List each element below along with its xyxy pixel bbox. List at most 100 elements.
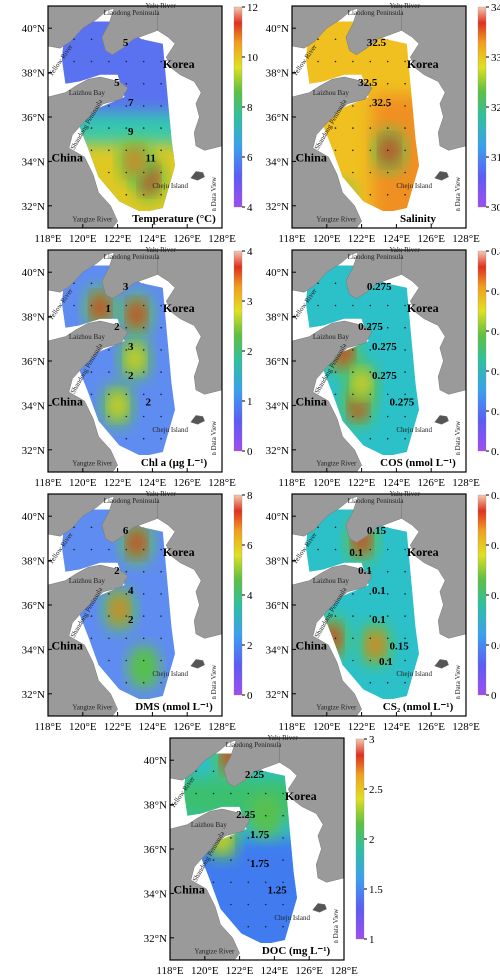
colorbar-tick: 0.25 xyxy=(491,366,500,378)
contour-label: 11 xyxy=(145,152,155,164)
station-dot xyxy=(247,903,250,906)
place-yangtze-river: Yangtze River xyxy=(72,215,113,223)
place-yalu-river: Yalu River xyxy=(145,490,176,498)
place-china: China xyxy=(51,394,82,408)
station-dot xyxy=(334,127,337,129)
station-dot xyxy=(108,304,110,307)
y-tick-label: 40°N xyxy=(266,511,289,523)
station-dot xyxy=(90,127,93,129)
x-tick-label: 124°E xyxy=(139,721,167,733)
contour-label: 0.275 xyxy=(358,321,383,333)
station-dot xyxy=(369,659,372,662)
station-dot xyxy=(264,925,267,928)
station-dot xyxy=(142,171,145,174)
station-dot xyxy=(334,371,337,373)
colorbar-tick: 1 xyxy=(247,396,253,408)
station-dot xyxy=(125,615,128,617)
colorbar-tick: 0 xyxy=(491,690,497,702)
contour-label: 0.275 xyxy=(372,370,397,382)
station-dot xyxy=(160,171,162,174)
station-dot xyxy=(212,792,215,795)
station-dot xyxy=(369,127,372,129)
station-dot xyxy=(386,593,389,595)
x-tick-label: 128°E xyxy=(208,233,236,245)
station-dot xyxy=(108,637,110,640)
station-dot xyxy=(404,415,406,418)
station-dot xyxy=(160,127,162,129)
station-dot xyxy=(404,615,406,617)
place-cheju: Cheju Island xyxy=(396,670,432,678)
station-dot xyxy=(142,304,145,307)
contour-label: 6 xyxy=(123,525,129,537)
y-tick-label: 40°N xyxy=(22,511,45,523)
station-dot xyxy=(230,837,232,839)
station-dot xyxy=(404,548,406,551)
station-dot xyxy=(125,127,128,129)
station-dot xyxy=(160,393,162,396)
station-dot xyxy=(142,349,145,351)
place-laizhou-bay: Laizhou Bay xyxy=(69,89,105,97)
station-dot xyxy=(317,304,319,307)
station-dot xyxy=(90,60,93,63)
panel-title: DMS (nmol L⁻¹) xyxy=(135,701,213,713)
contour-label: 0.1 xyxy=(372,614,386,626)
land-korea xyxy=(401,493,467,639)
station-dot xyxy=(90,371,93,373)
title-box xyxy=(372,699,464,714)
station-dot xyxy=(247,837,250,839)
title-box xyxy=(128,455,220,470)
place-laizhou-bay: Laizhou Bay xyxy=(69,577,105,585)
station-dot xyxy=(386,659,389,662)
station-dot xyxy=(386,304,389,307)
station-dot xyxy=(352,615,354,617)
contour-label: 2.25 xyxy=(236,809,256,821)
station-dot xyxy=(352,637,354,640)
station-dot xyxy=(369,415,372,418)
cheju-island xyxy=(190,659,205,669)
contour-label: 0.15 xyxy=(389,640,409,652)
station-dot xyxy=(386,193,389,196)
y-tick-label: 38°N xyxy=(22,312,45,324)
station-dot xyxy=(386,60,389,63)
contour-label: 3 xyxy=(123,281,129,293)
station-dot xyxy=(386,393,389,396)
station-dot xyxy=(369,171,372,174)
station-dot xyxy=(369,437,372,440)
place-korea: Korea xyxy=(407,57,439,71)
colorbar xyxy=(233,494,243,696)
y-tick-label: 32°N xyxy=(144,933,167,945)
station-dot xyxy=(160,637,162,640)
colorbar-tick: 0 xyxy=(247,446,253,458)
place-china: China xyxy=(51,638,82,652)
x-tick-label: 128°E xyxy=(330,965,358,977)
station-dot xyxy=(160,60,162,63)
contour-label: 32.5 xyxy=(358,77,378,89)
station-dot xyxy=(160,548,162,551)
contour-label: 2 xyxy=(145,396,151,408)
x-tick-label: 124°E xyxy=(261,965,289,977)
station-dot xyxy=(108,149,110,152)
station-dot xyxy=(369,371,372,373)
station-dot xyxy=(369,548,372,551)
station-dot xyxy=(125,326,128,329)
station-dot xyxy=(142,548,145,551)
y-tick-label: 34°N xyxy=(266,644,289,656)
station-dot xyxy=(264,792,267,795)
x-tick-label: 122°E xyxy=(104,721,132,733)
colorbar-tick: 0.2 xyxy=(491,490,500,502)
station-dot xyxy=(108,393,110,396)
station-dot xyxy=(404,659,406,662)
land-china xyxy=(47,564,129,717)
station-dot xyxy=(212,881,215,884)
x-tick-label: 128°E xyxy=(452,477,480,489)
place-cheju: Cheju Island xyxy=(152,182,188,190)
station-dot xyxy=(386,415,389,418)
title-box xyxy=(250,943,342,958)
place-liaodong: Liaodong Peninsula xyxy=(226,741,283,749)
station-dot xyxy=(369,105,372,107)
station-dot xyxy=(142,659,145,662)
y-tick-label: 32°N xyxy=(22,445,45,457)
station-dot xyxy=(108,659,110,662)
place-cheju: Cheju Island xyxy=(152,670,188,678)
